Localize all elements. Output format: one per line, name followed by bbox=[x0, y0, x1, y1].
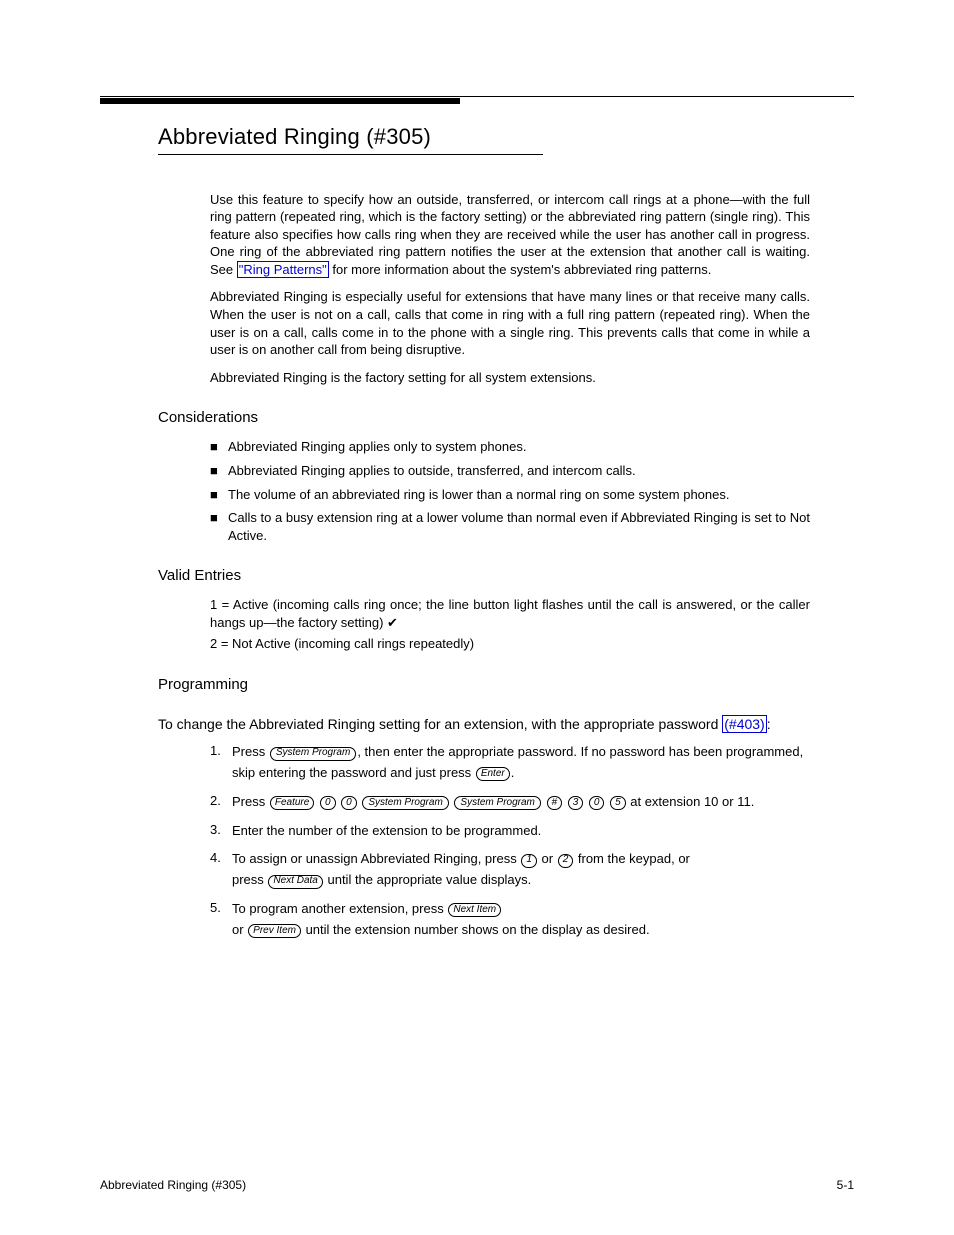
valid-entries-heading: Valid Entries bbox=[158, 566, 854, 586]
digit-5-key-icon: 5 bbox=[610, 796, 626, 810]
step-number: 1. bbox=[210, 742, 232, 784]
step1-post: . bbox=[511, 765, 515, 780]
intro-para-2: Abbreviated Ringing is especially useful… bbox=[210, 288, 810, 358]
bullet-marker: ■ bbox=[210, 462, 228, 480]
prog-intro-pre: To change the Abbreviated Ringing settin… bbox=[158, 716, 722, 732]
valid-entry-2: 2 = Not Active (incoming call rings repe… bbox=[210, 635, 810, 653]
digit-1-key-icon: 1 bbox=[521, 854, 537, 868]
step-2: 2. Press Feature 0 0 System Program Syst… bbox=[210, 792, 825, 813]
intro-para-1: Use this feature to specify how an outsi… bbox=[210, 191, 810, 279]
system-program-key-icon: System Program bbox=[270, 747, 356, 761]
digit-2-key-icon: 2 bbox=[558, 854, 574, 868]
prev-item-key-icon: Prev Item bbox=[248, 924, 301, 938]
system-program-key-icon: System Program bbox=[362, 796, 448, 810]
hash-key-icon: # bbox=[547, 796, 563, 810]
step-3: 3. Enter the number of the extension to … bbox=[210, 821, 825, 842]
footer-left: Abbreviated Ringing (#305) bbox=[100, 1177, 246, 1193]
step4-l2-pre: press bbox=[232, 872, 267, 887]
intro-para-3: Abbreviated Ringing is the factory setti… bbox=[210, 369, 810, 387]
step2-pre: Press bbox=[232, 794, 269, 809]
intro-para-1-post: for more information about the system's … bbox=[329, 262, 712, 277]
consideration-text: The volume of an abbreviated ring is low… bbox=[228, 486, 810, 504]
title-underline bbox=[158, 154, 543, 155]
step4-l1-mid: or bbox=[538, 851, 557, 866]
valid-entry-1: 1 = Active (incoming calls ring once; th… bbox=[210, 596, 810, 631]
step4-l1-post: from the keypad, or bbox=[574, 851, 690, 866]
digit-3-key-icon: 3 bbox=[568, 796, 584, 810]
bullet-marker: ■ bbox=[210, 509, 228, 544]
feature-key-icon: Feature bbox=[270, 796, 314, 810]
programming-heading: Programming bbox=[158, 675, 854, 695]
digit-0-key-icon: 0 bbox=[341, 796, 357, 810]
step1-pre: Press bbox=[232, 744, 269, 759]
footer-right: 5-1 bbox=[837, 1177, 854, 1193]
prog-intro-post: : bbox=[767, 716, 771, 732]
step-1: 1. Press System Program, then enter the … bbox=[210, 742, 825, 784]
consideration-item: ■ Abbreviated Ringing applies only to sy… bbox=[210, 438, 810, 456]
enter-key-icon: Enter bbox=[476, 767, 510, 781]
digit-0-key-icon: 0 bbox=[589, 796, 605, 810]
password-link[interactable]: (#403) bbox=[722, 715, 766, 733]
step-number: 3. bbox=[210, 821, 232, 842]
step3-text: Enter the number of the extension to be … bbox=[232, 821, 825, 842]
step-number: 4. bbox=[210, 849, 232, 891]
consideration-text: Abbreviated Ringing applies to outside, … bbox=[228, 462, 810, 480]
page-title: Abbreviated Ringing (#305) bbox=[158, 122, 854, 152]
next-item-key-icon: Next Item bbox=[448, 903, 501, 917]
step-4: 4. To assign or unassign Abbreviated Rin… bbox=[210, 849, 825, 891]
system-program-key-icon: System Program bbox=[454, 796, 540, 810]
chapter-bar bbox=[100, 98, 460, 104]
programming-subheading: To change the Abbreviated Ringing settin… bbox=[158, 715, 854, 734]
consideration-item: ■ The volume of an abbreviated ring is l… bbox=[210, 486, 810, 504]
considerations-heading: Considerations bbox=[158, 408, 854, 428]
bullet-marker: ■ bbox=[210, 486, 228, 504]
step5-l2-post: until the extension number shows on the … bbox=[302, 922, 650, 937]
consideration-item: ■ Calls to a busy extension ring at a lo… bbox=[210, 509, 810, 544]
consideration-item: ■ Abbreviated Ringing applies to outside… bbox=[210, 462, 810, 480]
step-number: 2. bbox=[210, 792, 232, 813]
step-number: 5. bbox=[210, 899, 232, 941]
step4-l2-post: until the appropriate value displays. bbox=[324, 872, 531, 887]
ring-patterns-link[interactable]: "Ring Patterns" bbox=[237, 261, 329, 278]
digit-0-key-icon: 0 bbox=[320, 796, 336, 810]
step2-post: at extension 10 or 11. bbox=[627, 794, 755, 809]
consideration-text: Abbreviated Ringing applies only to syst… bbox=[228, 438, 810, 456]
bullet-marker: ■ bbox=[210, 438, 228, 456]
step-5: 5. To program another extension, press N… bbox=[210, 899, 825, 941]
consideration-text: Calls to a busy extension ring at a lowe… bbox=[228, 509, 810, 544]
step4-l1-pre: To assign or unassign Abbreviated Ringin… bbox=[232, 851, 520, 866]
next-data-key-icon: Next Data bbox=[268, 875, 322, 889]
step5-l1-pre: To program another extension, press bbox=[232, 901, 447, 916]
step5-l2-pre: or bbox=[232, 922, 247, 937]
